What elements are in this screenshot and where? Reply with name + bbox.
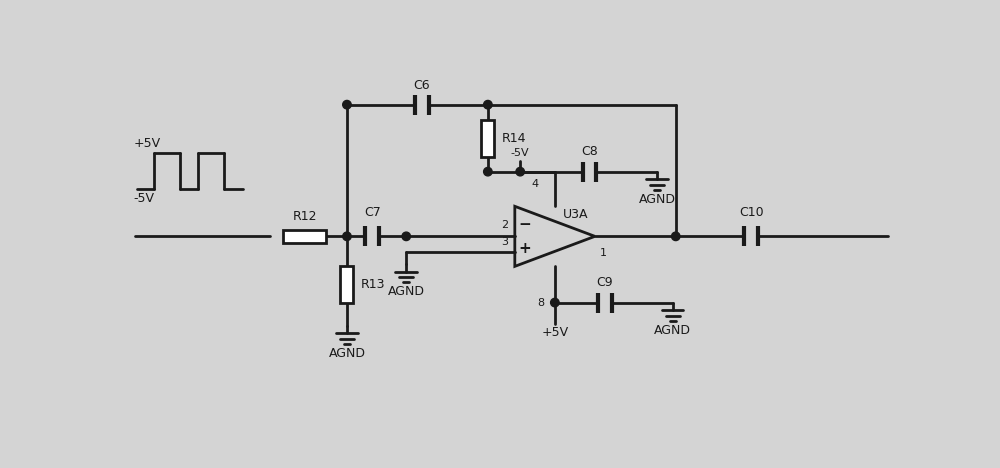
Text: C6: C6 [413,80,430,92]
Text: 1: 1 [600,248,607,258]
Text: C8: C8 [581,145,598,158]
Text: C7: C7 [364,206,381,219]
Text: C9: C9 [597,276,613,289]
Circle shape [484,168,492,176]
Circle shape [551,298,559,307]
Circle shape [484,101,492,109]
Text: C10: C10 [739,206,764,219]
Text: -5V: -5V [134,192,155,205]
Text: AGND: AGND [639,193,676,206]
Circle shape [343,232,351,241]
Text: R12: R12 [292,210,317,223]
Bar [340,266,353,302]
Text: AGND: AGND [654,324,691,337]
Text: AGND: AGND [388,285,425,299]
Text: AGND: AGND [328,347,365,360]
Text: -5V: -5V [511,148,530,158]
Text: 4: 4 [531,179,538,190]
Text: +: + [518,241,531,256]
Circle shape [516,168,524,176]
Circle shape [672,232,680,241]
Text: 3: 3 [502,237,509,247]
Bar [481,120,494,157]
Text: R13: R13 [361,278,385,291]
Text: 2: 2 [502,220,509,230]
Text: U3A: U3A [563,208,588,221]
Text: −: − [518,217,531,232]
Circle shape [343,101,351,109]
Text: +5V: +5V [541,326,568,339]
Text: +5V: +5V [134,137,161,150]
Text: 8: 8 [537,298,544,307]
Circle shape [402,232,410,241]
Text: R14: R14 [502,132,526,145]
Bar [283,230,326,243]
